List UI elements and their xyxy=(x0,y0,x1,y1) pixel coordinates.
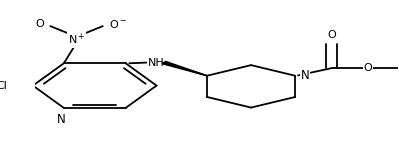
Text: O: O xyxy=(363,63,372,73)
Text: N$^+$: N$^+$ xyxy=(68,31,85,47)
Text: O$^-$: O$^-$ xyxy=(109,18,127,30)
Text: O: O xyxy=(327,30,336,40)
Polygon shape xyxy=(162,61,207,76)
Text: N: N xyxy=(57,113,65,126)
Text: Cl: Cl xyxy=(0,81,8,91)
Text: O: O xyxy=(35,19,44,29)
Text: N: N xyxy=(300,69,309,82)
Text: NH: NH xyxy=(148,58,165,67)
